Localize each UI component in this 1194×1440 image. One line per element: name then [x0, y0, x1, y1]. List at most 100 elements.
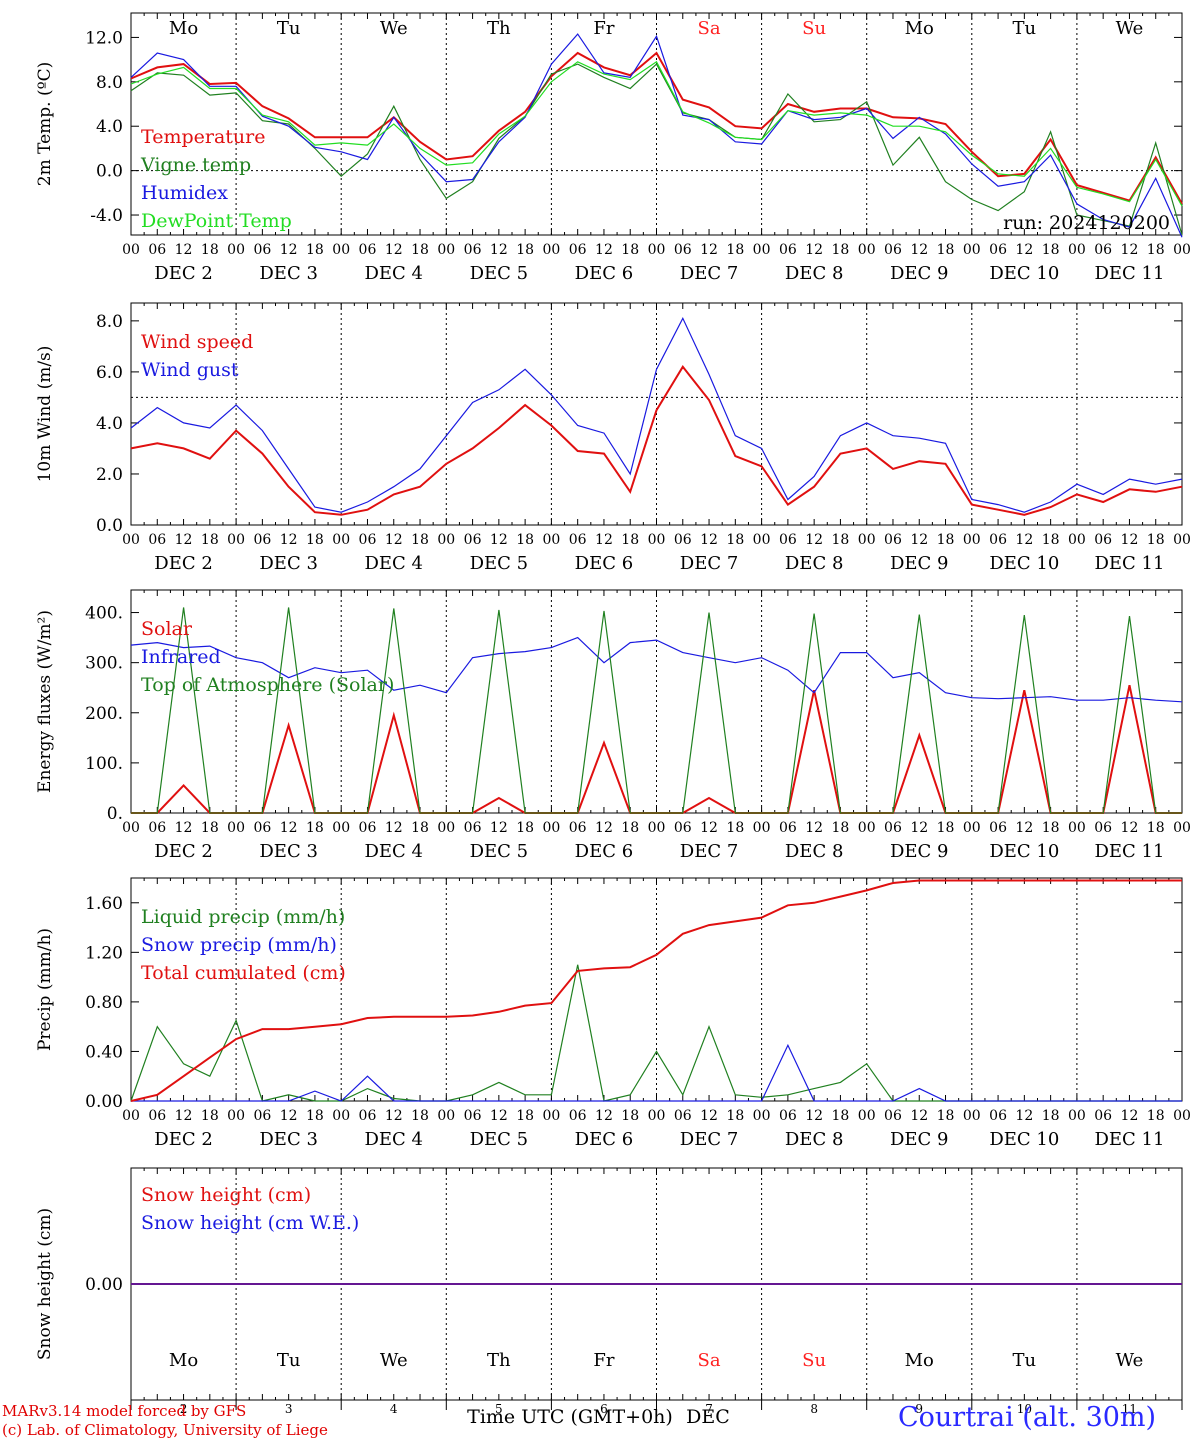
day-name: Tu [1013, 18, 1037, 39]
hour-tick-label: 06 [779, 820, 797, 836]
hour-tick-label: 00 [963, 1108, 981, 1124]
bottom-day-number: 3 [285, 1402, 293, 1416]
hour-tick-label: 18 [1042, 820, 1060, 836]
hour-tick-label: 12 [805, 242, 823, 258]
hour-tick-label: 12 [700, 1108, 718, 1124]
hour-tick-label: 06 [359, 242, 377, 258]
hour-tick-label: 18 [621, 820, 639, 836]
series-line-wind-0 [130, 365, 1183, 516]
hour-tick-label: 18 [937, 532, 955, 548]
hour-tick-label: 06 [464, 820, 482, 836]
y-tick-label: 12.0 [85, 28, 123, 48]
hour-tick-label: 00 [332, 820, 350, 836]
hour-tick-label: 00 [122, 532, 140, 548]
hour-tick-label: 00 [1068, 532, 1086, 548]
hour-tick-label: 18 [516, 532, 534, 548]
hour-tick-label: 06 [148, 820, 166, 836]
hour-tick-label: 00 [1173, 820, 1191, 836]
hour-tick-label: 12 [1015, 242, 1033, 258]
hour-tick-label: 00 [332, 242, 350, 258]
site-name: Courtrai (alt. 30m) [898, 1402, 1157, 1433]
day-name: Th [487, 1350, 511, 1371]
hour-tick-label: 18 [306, 1108, 324, 1124]
panel-precip: 1.60 1.20 0.80 0.40 0.00 Precip (mm/h) Liquid … [35, 877, 1191, 1150]
day-name: Tu [277, 18, 301, 39]
hour-tick-label: 06 [884, 1108, 902, 1124]
legend-entry: DewPoint Temp [141, 210, 292, 232]
date-label: DEC 5 [470, 263, 529, 284]
series-line-precip-2 [130, 879, 1182, 1102]
hour-tick-label: 06 [253, 242, 271, 258]
credit-lab: (c) Lab. of Climatology, University of L… [2, 1421, 328, 1439]
hour-tick-label: 06 [779, 242, 797, 258]
hour-tick-label: 12 [805, 1108, 823, 1124]
hour-tick-label: 06 [359, 532, 377, 548]
hour-tick-label: 18 [201, 532, 219, 548]
hour-tick-label: 12 [700, 532, 718, 548]
hour-tick-label: 06 [779, 1108, 797, 1124]
date-label: DEC 8 [785, 263, 844, 284]
y-tick-label: 0.00 [85, 1275, 123, 1295]
date-label: DEC 7 [680, 553, 739, 574]
hour-tick-label: 00 [648, 820, 666, 836]
hour-tick-label: 00 [963, 242, 981, 258]
y-tick-label: 8.0 [96, 73, 123, 93]
date-label: DEC 11 [1094, 263, 1164, 284]
hour-tick-label: 06 [989, 1108, 1007, 1124]
hour-tick-label: 18 [832, 820, 850, 836]
hour-tick-label: 12 [175, 532, 193, 548]
hour-tick-label: 18 [621, 242, 639, 258]
x-axis-label: Time UTC (GMT+0h) [467, 1406, 673, 1428]
hour-tick-label: 18 [1147, 1108, 1165, 1124]
hour-tick-label: 00 [332, 532, 350, 548]
hour-tick-label: 06 [253, 1108, 271, 1124]
day-name: Mo [169, 18, 198, 39]
y-tick-label: 0.0 [96, 162, 123, 182]
y-tick-label: 0.80 [85, 993, 123, 1013]
day-name: Tu [1013, 1350, 1037, 1371]
y-tick-label: 8.0 [96, 312, 123, 332]
hour-tick-label: 18 [937, 1108, 955, 1124]
hour-tick-label: 18 [726, 242, 744, 258]
y-tick-label: -4.0 [90, 206, 123, 226]
hour-tick-label: 12 [700, 820, 718, 836]
hour-tick-label: 18 [1042, 1108, 1060, 1124]
hour-tick-label: 06 [674, 242, 692, 258]
date-label: DEC 6 [575, 1129, 634, 1150]
y-tick-label: 1.20 [85, 943, 123, 963]
bottom-day-number: 8 [810, 1402, 818, 1416]
hour-tick-label: 00 [648, 1108, 666, 1124]
date-label: DEC 10 [989, 553, 1059, 574]
legend-entry: Wind gust [141, 359, 239, 381]
date-label: DEC 7 [680, 841, 739, 862]
date-label: DEC 9 [890, 1129, 949, 1150]
legend-entry: Top of Atmosphere (Solar) [141, 674, 394, 696]
day-name: We [1116, 18, 1144, 39]
date-label: DEC 11 [1094, 841, 1164, 862]
hour-tick-label: 00 [963, 532, 981, 548]
y-axis-label: 2m Temp. (ºC) [35, 62, 55, 187]
hour-tick-label: 18 [621, 1108, 639, 1124]
date-label: DEC 3 [259, 1129, 318, 1150]
y-axis-label: Energy fluxes (W/m²) [35, 610, 55, 793]
day-name: Mo [905, 1350, 934, 1371]
hour-tick-label: 12 [385, 242, 403, 258]
series-line-temp-0 [130, 51, 1183, 205]
hour-tick-label: 18 [726, 1108, 744, 1124]
hour-tick-label: 18 [411, 532, 429, 548]
day-name: We [380, 18, 408, 39]
hour-tick-label: 06 [148, 242, 166, 258]
hour-tick-label: 00 [542, 242, 560, 258]
credit-model: MARv3.14 model forced by GFS [2, 1402, 247, 1420]
hour-tick-label: 18 [832, 242, 850, 258]
date-label: DEC 8 [785, 1129, 844, 1150]
hour-tick-label: 06 [674, 820, 692, 836]
hour-tick-label: 18 [726, 820, 744, 836]
hour-tick-label: 18 [1147, 532, 1165, 548]
hour-tick-label: 00 [1068, 1108, 1086, 1124]
hour-tick-label: 00 [753, 242, 771, 258]
hour-tick-label: 12 [910, 242, 928, 258]
hour-tick-label: 00 [437, 1108, 455, 1124]
hour-tick-label: 06 [884, 532, 902, 548]
date-label: DEC 10 [989, 263, 1059, 284]
